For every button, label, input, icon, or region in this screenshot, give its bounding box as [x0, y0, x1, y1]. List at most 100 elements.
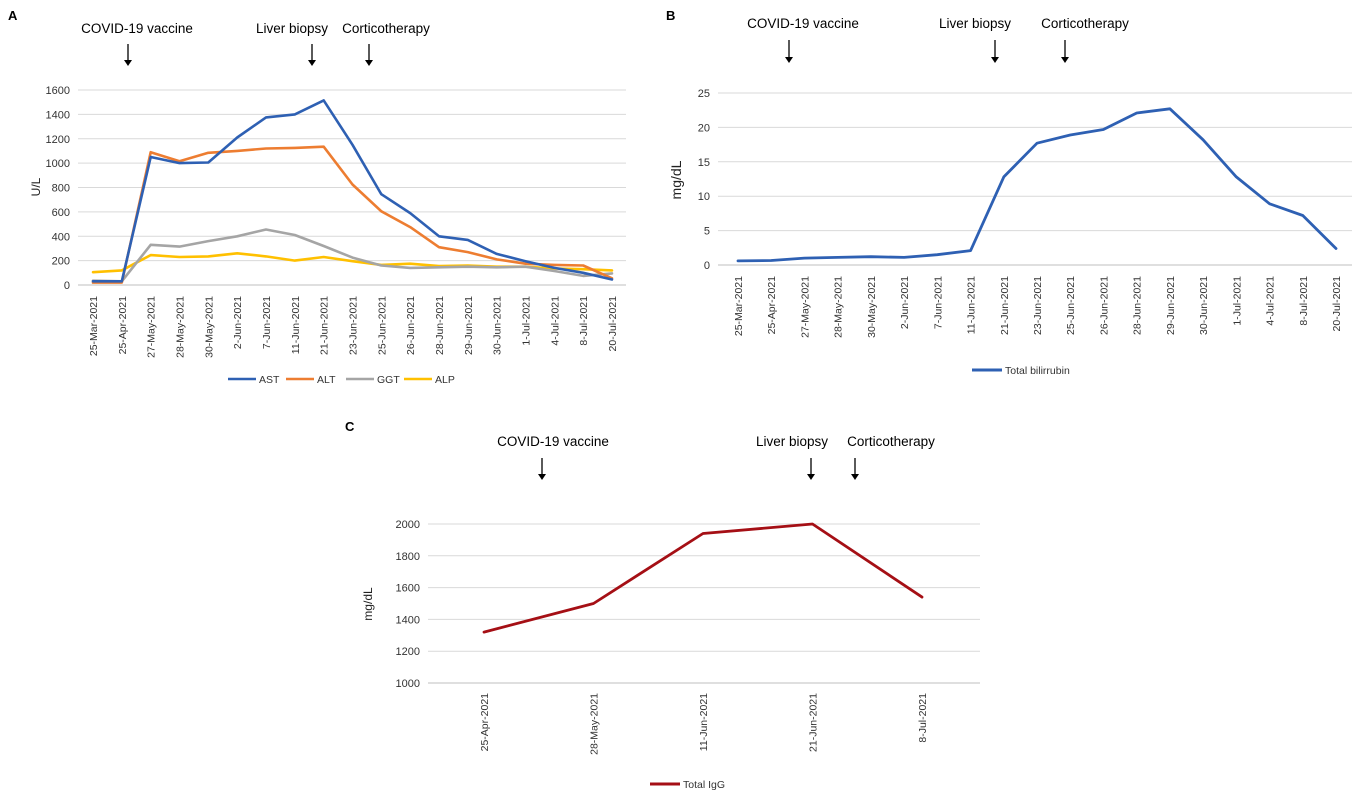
annotation-arrow-head	[991, 57, 999, 63]
y-tick-label: 1200	[46, 134, 70, 146]
annotation-liver-biopsy: Liver biopsy	[256, 21, 328, 36]
series-line-ggt	[91, 228, 614, 283]
x-tick-label: 25-Jun-2021	[376, 296, 388, 355]
annotation-arrow-head	[807, 474, 815, 480]
x-tick-label: 30-May-2021	[866, 276, 878, 338]
annotation-arrow-head	[538, 474, 546, 480]
x-tick-label: 1-Jul-2021	[1231, 276, 1243, 326]
x-tick-label: 1-Jul-2021	[521, 296, 533, 346]
x-tick-label: 23-Jun-2021	[1032, 276, 1044, 335]
panel-letter: B	[666, 8, 675, 23]
x-tick-label: 21-Jun-2021	[808, 693, 820, 752]
x-tick-label: 20-Jul-2021	[607, 296, 619, 352]
y-tick-label: 1200	[396, 646, 420, 658]
y-tick-label: 10	[698, 191, 710, 203]
x-tick-label: 23-Jun-2021	[348, 296, 360, 355]
annotation-arrow-head	[124, 60, 132, 66]
x-tick-label: 25-Apr-2021	[766, 276, 778, 335]
annotation-liver-biopsy: Liver biopsy	[756, 434, 828, 449]
x-tick-label: 4-Jul-2021	[549, 296, 561, 346]
x-tick-label: 25-Apr-2021	[479, 693, 491, 752]
series-line-alt	[91, 145, 614, 284]
panel-letter: C	[345, 419, 355, 434]
x-tick-label: 21-Jun-2021	[319, 296, 331, 355]
series-line-ast	[91, 99, 614, 283]
y-axis-label: mg/dL	[668, 160, 684, 199]
chart-panel-b: B 0 5 10 15 20 25 mg/dL 25-Mar-2021 25-Apr-2021 27…	[666, 8, 1352, 377]
x-tick-label: 11-Jun-2021	[290, 296, 302, 354]
y-tick-label: 1600	[396, 583, 420, 595]
x-tick-label: 8-Jul-2021	[1298, 276, 1310, 326]
x-tick-label: 25-Mar-2021	[733, 276, 745, 336]
annotation-covid-19-vaccine: COVID-19 vaccine	[747, 16, 859, 31]
x-tick-label: 7-Jun-2021	[261, 296, 273, 349]
x-tick-label: 8-Jul-2021	[917, 693, 929, 743]
annotation-arrow-head	[1061, 57, 1069, 63]
y-tick-label: 15	[698, 157, 710, 169]
x-tick-label: 2-Jun-2021	[899, 276, 911, 329]
y-tick-label: 1400	[46, 109, 70, 121]
annotation-arrow-head	[365, 60, 373, 66]
y-tick-label: 1800	[396, 551, 420, 563]
x-tick-label: 27-May-2021	[146, 296, 158, 358]
annotation-corticotherapy: Corticotherapy	[1041, 16, 1129, 31]
annotation-covid-19-vaccine: COVID-19 vaccine	[81, 21, 193, 36]
annotation-liver-biopsy: Liver biopsy	[939, 16, 1011, 31]
x-tick-label: 28-Jun-2021	[1132, 276, 1144, 335]
legend-label: Total IgG	[683, 779, 725, 791]
x-tick-label: 28-May-2021	[833, 276, 845, 338]
x-tick-label: 25-Apr-2021	[117, 296, 129, 355]
legend-label: AST	[259, 374, 280, 386]
x-tick-label: 25-Jun-2021	[1065, 276, 1077, 335]
y-tick-label: 1600	[46, 85, 70, 97]
y-tick-label: 1400	[396, 614, 420, 626]
x-tick-label: 26-Jun-2021	[405, 296, 417, 355]
x-tick-label: 8-Jul-2021	[578, 296, 590, 346]
y-tick-label: 200	[52, 256, 70, 268]
annotation-arrow-head	[851, 474, 859, 480]
x-tick-label: 28-May-2021	[589, 693, 601, 755]
x-tick-label: 25-Mar-2021	[88, 296, 100, 356]
y-tick-label: 25	[698, 88, 710, 100]
annotation-corticotherapy: Corticotherapy	[342, 21, 430, 36]
panel-letter: A	[8, 8, 18, 23]
x-tick-label: 28-Jun-2021	[434, 296, 446, 355]
x-tick-label: 29-Jun-2021	[463, 296, 475, 355]
x-tick-label: 11-Jun-2021	[966, 276, 978, 334]
x-tick-label: 30-May-2021	[203, 296, 215, 358]
x-tick-label: 28-May-2021	[175, 296, 187, 358]
y-tick-label: 0	[704, 260, 710, 272]
chart-panel-c: C 1000 1200 1400 1600 1800 2000 mg/dL 25-Apr-202…	[345, 419, 980, 791]
x-tick-label: 11-Jun-2021	[698, 693, 710, 751]
y-axis-label: mg/dL	[361, 587, 375, 621]
legend-label: GGT	[377, 374, 400, 386]
x-tick-label: 29-Jun-2021	[1165, 276, 1177, 335]
y-axis-label: U/L	[29, 177, 43, 196]
annotation-corticotherapy: Corticotherapy	[847, 434, 935, 449]
x-tick-label: 2-Jun-2021	[232, 296, 244, 349]
x-tick-label: 27-May-2021	[799, 276, 811, 338]
legend-label: Total bilirrubin	[1005, 365, 1070, 377]
y-tick-label: 2000	[396, 519, 420, 531]
chart-panel-a: A 0 200 400 600 800 1000 1200 1400 1600 U/L 25-Mar-…	[8, 8, 626, 386]
annotation-arrow-head	[308, 60, 316, 66]
x-tick-label: 26-Jun-2021	[1098, 276, 1110, 335]
y-tick-label: 5	[704, 226, 710, 238]
y-tick-label: 20	[698, 122, 710, 134]
x-tick-label: 21-Jun-2021	[999, 276, 1011, 335]
y-tick-label: 0	[64, 280, 70, 292]
y-tick-label: 800	[52, 183, 70, 195]
annotation-covid-19-vaccine: COVID-19 vaccine	[497, 434, 609, 449]
x-tick-label: 30-Jun-2021	[1198, 276, 1210, 335]
legend-label: ALP	[435, 374, 455, 386]
x-tick-label: 20-Jul-2021	[1331, 276, 1343, 332]
y-tick-label: 1000	[46, 158, 70, 170]
series-line-total-igg	[482, 522, 924, 634]
series-line-total-bilirrubin	[736, 107, 1338, 263]
x-tick-label: 4-Jul-2021	[1265, 276, 1277, 326]
y-tick-label: 1000	[396, 678, 420, 690]
y-tick-label: 600	[52, 207, 70, 219]
y-tick-label: 400	[52, 231, 70, 243]
x-tick-label: 7-Jun-2021	[932, 276, 944, 329]
x-tick-label: 30-Jun-2021	[492, 296, 504, 355]
